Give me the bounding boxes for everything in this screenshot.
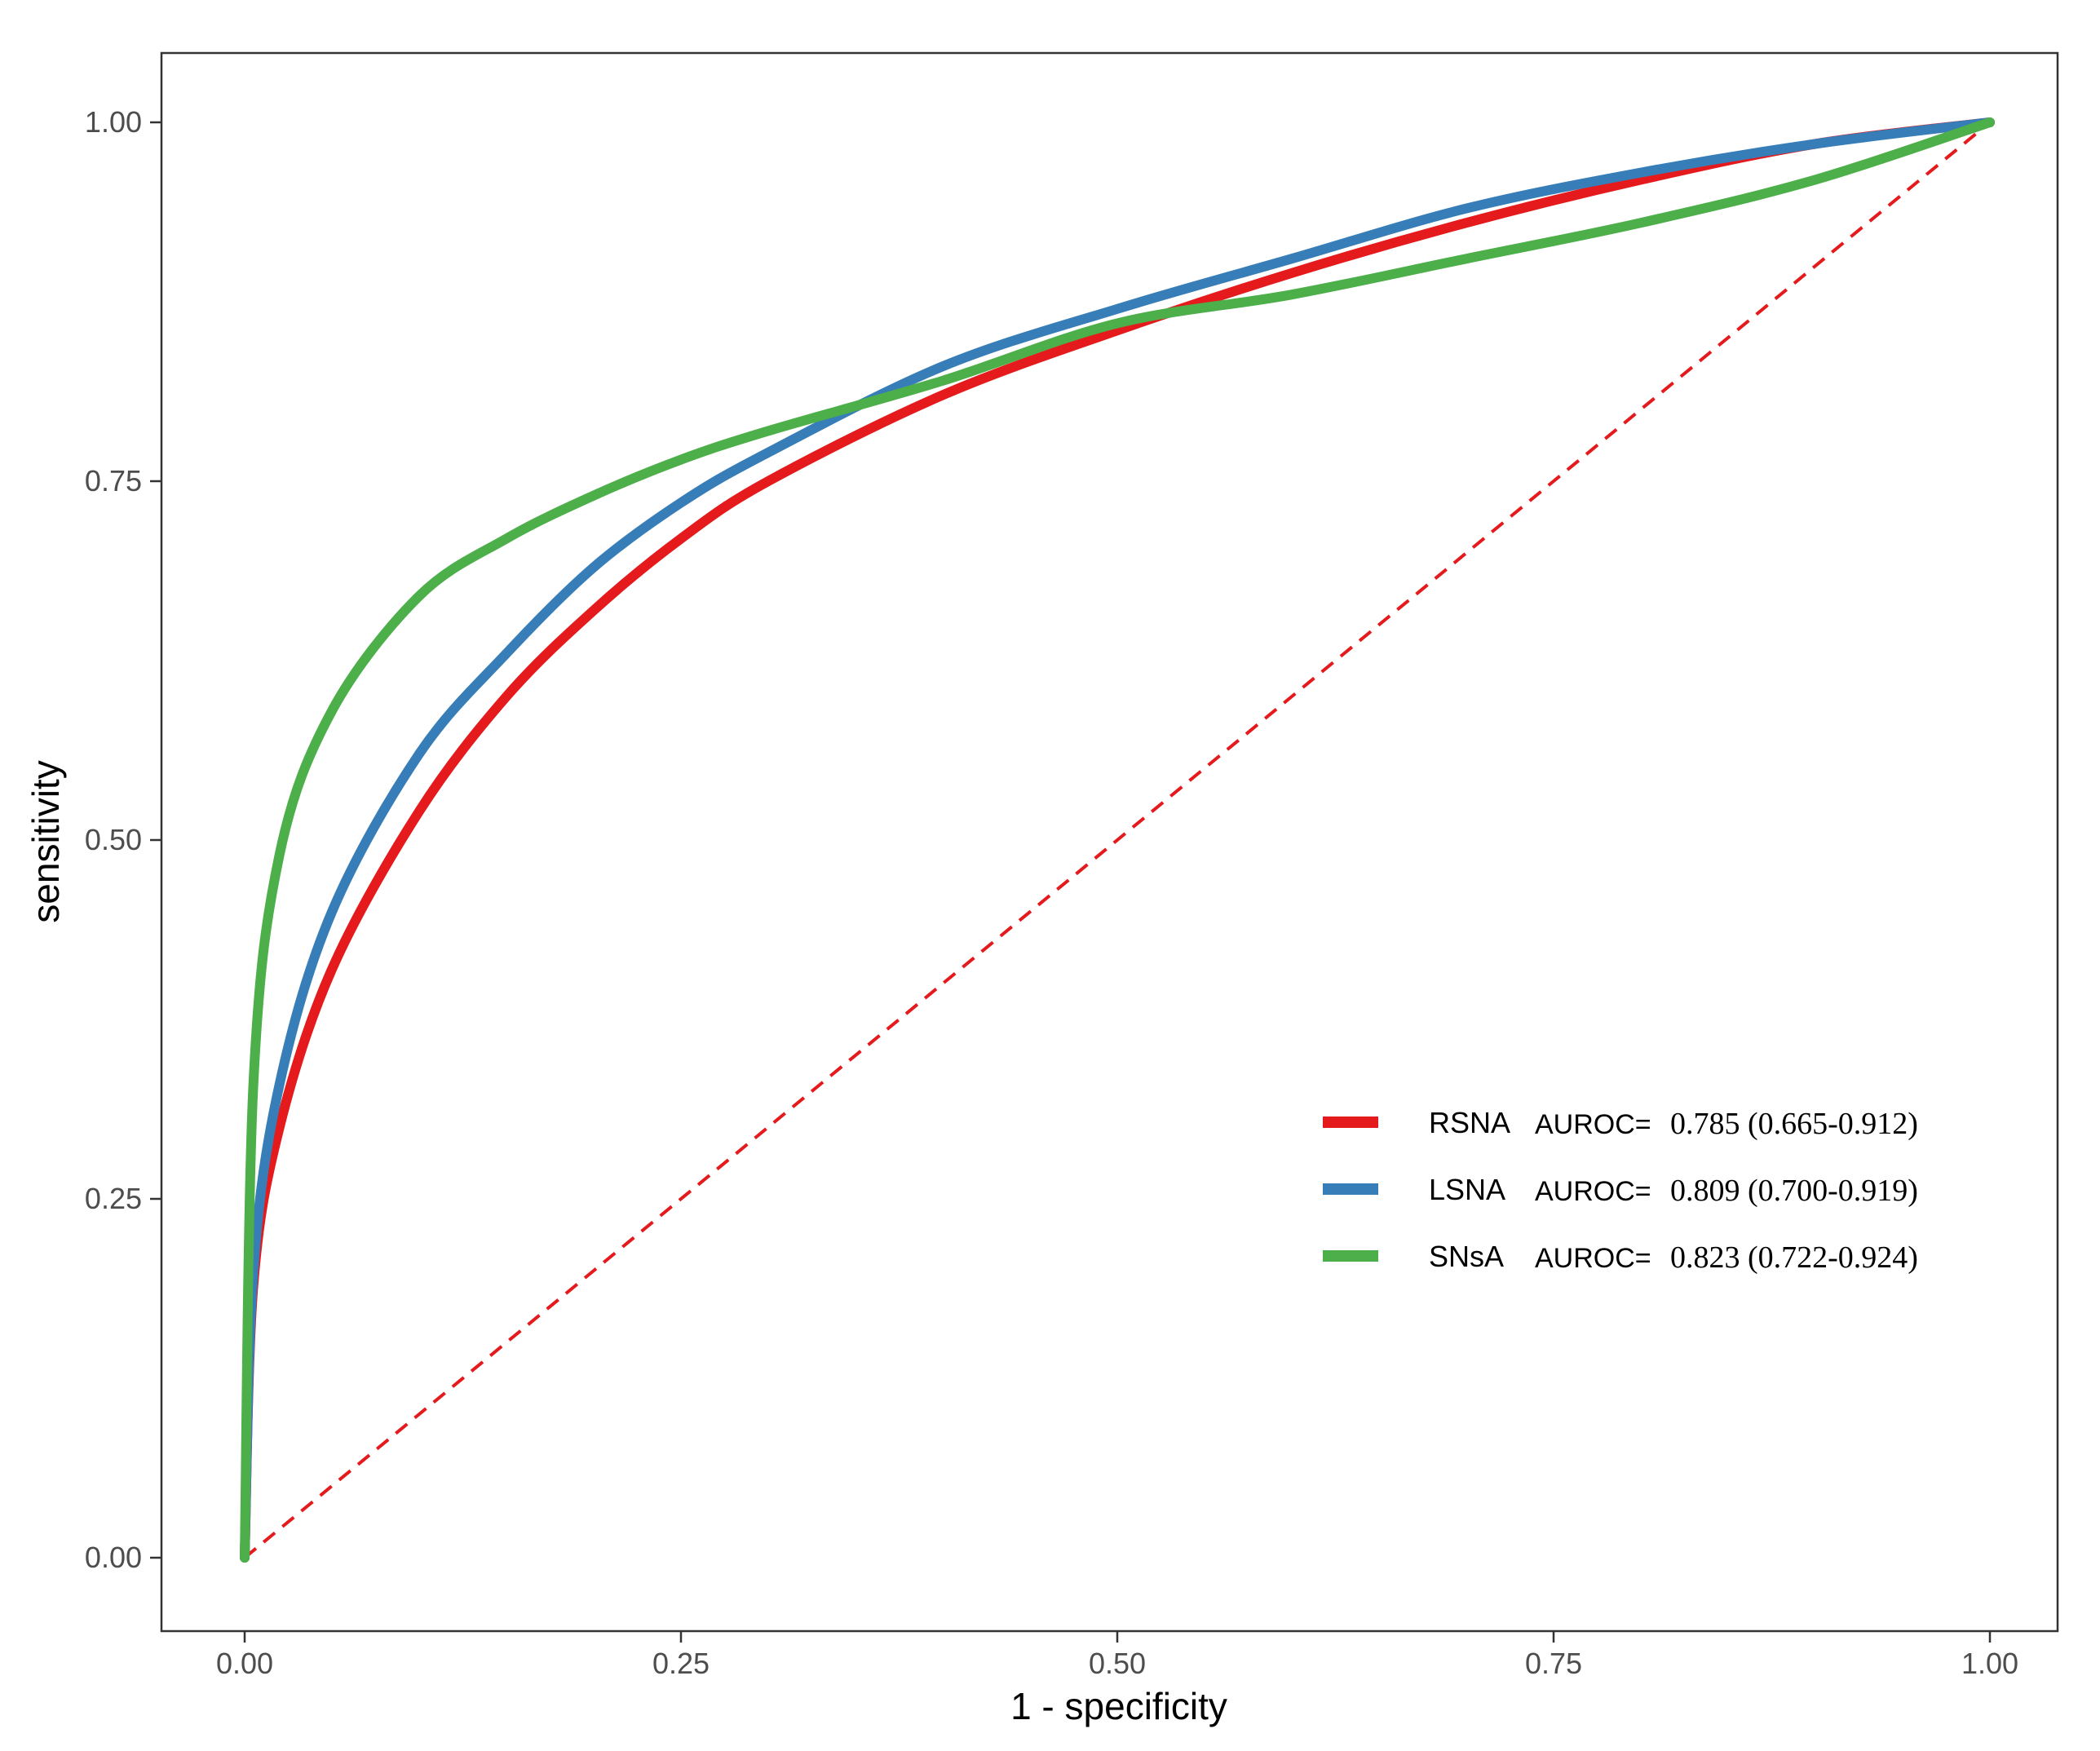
series-line-snsa <box>240 117 1995 1563</box>
legend-auroc-value-snsa: 0.823 (0.722-0.924) <box>1670 1240 1918 1275</box>
legend-auroc-value-lsna: 0.809 (0.700-0.919) <box>1670 1174 1918 1208</box>
legend-metric-label: AUROC= <box>1535 1109 1651 1140</box>
legend-auroc-value-rsna: 0.785 (0.665-0.912) <box>1670 1107 1918 1141</box>
legend-label-lsna: LSNA <box>1429 1173 1505 1206</box>
series-line-lsna <box>240 117 1995 1563</box>
x-tick-label: 0.75 <box>1525 1647 1582 1680</box>
x-axis-title: 1 - specificity <box>1010 1685 1227 1727</box>
x-tick-label: 0.25 <box>652 1647 710 1680</box>
y-axis: 0.00 0.25 0.50 0.75 1.00 <box>85 105 161 1574</box>
y-tick-label: 0.50 <box>85 823 142 856</box>
x-tick-label: 0.50 <box>1089 1647 1146 1680</box>
x-tick-label: 0.00 <box>216 1647 273 1680</box>
legend-metric-label: AUROC= <box>1535 1243 1651 1274</box>
plot-panel-border <box>160 51 2059 1633</box>
x-tick-label: 1.00 <box>1961 1647 2018 1680</box>
y-tick-label: 0.25 <box>85 1182 142 1215</box>
series-lines <box>240 117 1995 1563</box>
reference-diagonal-line <box>243 121 1992 1559</box>
x-axis: 0.00 0.25 0.50 0.75 1.00 <box>216 1631 2018 1680</box>
y-tick-label: 0.75 <box>85 464 142 497</box>
y-axis-title: sensitivity <box>24 760 67 922</box>
legend: RSNA AUROC= 0.785 (0.665-0.912) LSNA AUROC= 0… <box>1323 1106 1918 1275</box>
legend-label-snsa: SNsA <box>1429 1240 1504 1273</box>
legend-label-rsna: RSNA <box>1429 1106 1510 1139</box>
series-line-rsna <box>240 117 1995 1563</box>
y-tick-label: 1.00 <box>85 105 142 139</box>
legend-metric-label: AUROC= <box>1535 1176 1651 1207</box>
y-tick-label: 0.00 <box>85 1541 142 1574</box>
